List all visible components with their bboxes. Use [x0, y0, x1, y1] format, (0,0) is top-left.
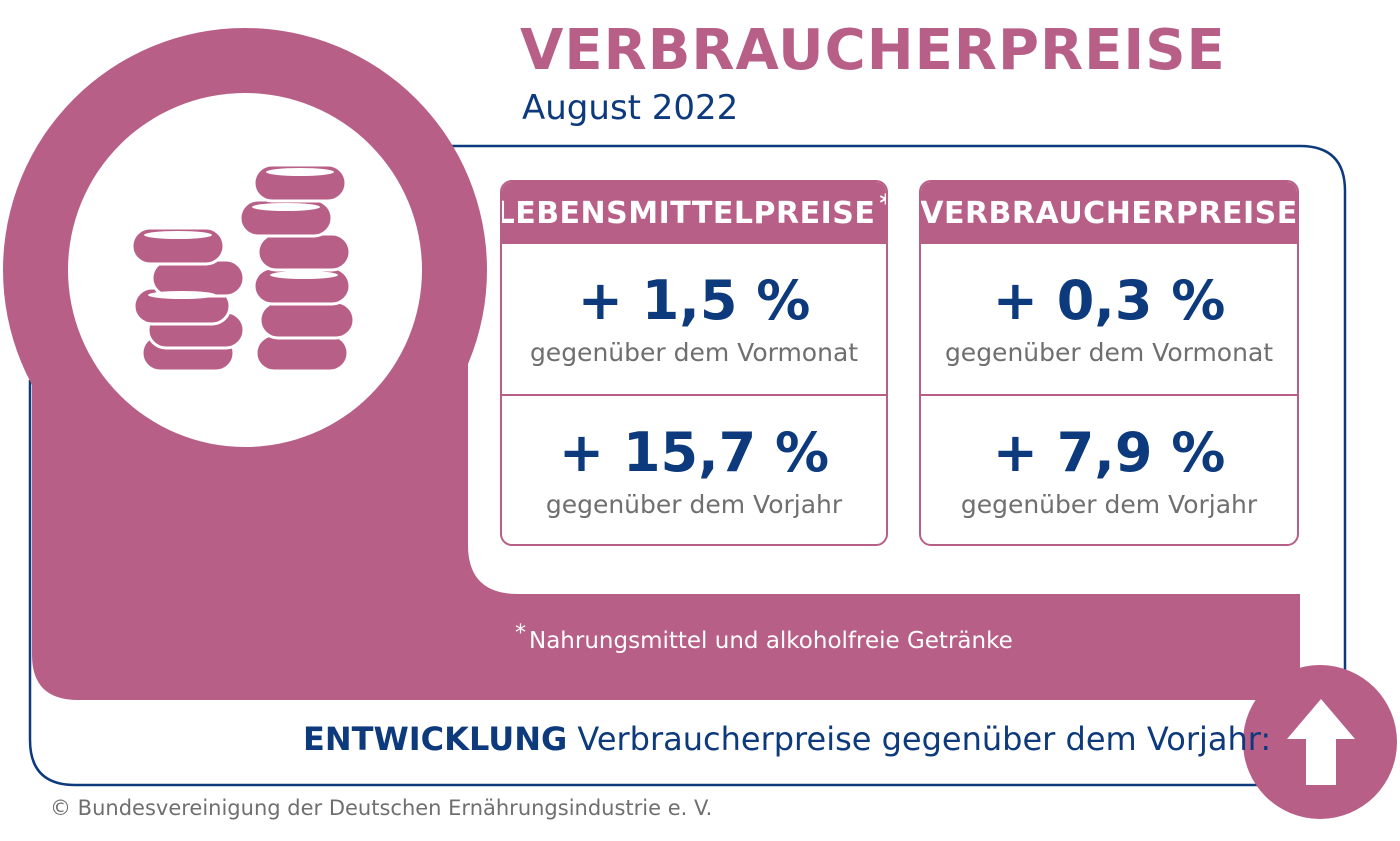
yearly-change: + 7,9 % gegenüber dem Vorjahr: [921, 421, 1297, 520]
yearly-change: + 15,7 % gegenüber dem Vorjahr: [502, 421, 886, 520]
copyright-notice: © Bundesvereinigung der Deutschen Ernähr…: [50, 796, 713, 820]
food-prices-card: LEBENSMITTELPREISE* + 1,5 % gegenüber de…: [500, 180, 888, 546]
consumer-prices-card: VERBRAUCHERPREISE + 0,3 % gegenüber dem …: [919, 180, 1299, 546]
card-header: LEBENSMITTELPREISE*: [502, 182, 886, 244]
footnote-marker: *: [879, 189, 886, 217]
coins-icon: [130, 163, 356, 373]
yearly-value: + 7,9 %: [992, 421, 1226, 484]
development-heading: ENTWICKLUNG Verbraucherpreise gegenüber …: [303, 720, 1271, 758]
page-title: VERBRAUCHERPREISE: [520, 18, 1226, 83]
yearly-label: gegenüber dem Vorjahr: [545, 490, 843, 519]
yearly-value: + 15,7 %: [558, 421, 830, 484]
footnote-marker: *: [515, 621, 526, 646]
page-subtitle: August 2022: [522, 88, 739, 128]
monthly-change: + 1,5 % gegenüber dem Vormonat: [502, 269, 886, 368]
card-divider: [921, 394, 1297, 396]
card-title: VERBRAUCHERPREISE: [920, 195, 1298, 231]
arrow-up-icon: [1287, 699, 1355, 785]
footnote: * Nahrungsmittel und alkoholfreie Getränk…: [515, 621, 1013, 654]
development-prefix: ENTWICKLUNG: [303, 720, 568, 758]
monthly-value: + 1,5 %: [577, 269, 811, 332]
monthly-label: gegenüber dem Vormonat: [529, 338, 859, 367]
development-text: Verbraucherpreise gegenüber dem Vorjahr:: [567, 720, 1272, 758]
card-header: VERBRAUCHERPREISE: [921, 182, 1297, 244]
yearly-label: gegenüber dem Vorjahr: [960, 490, 1258, 519]
footnote-text: Nahrungsmittel und alkoholfreie Getränke: [529, 628, 1013, 654]
card-divider: [502, 394, 886, 396]
monthly-value: + 0,3 %: [992, 269, 1226, 332]
card-title: LEBENSMITTELPREISE: [500, 195, 876, 231]
monthly-label: gegenüber dem Vormonat: [944, 338, 1274, 367]
monthly-change: + 0,3 % gegenüber dem Vormonat: [921, 269, 1297, 368]
